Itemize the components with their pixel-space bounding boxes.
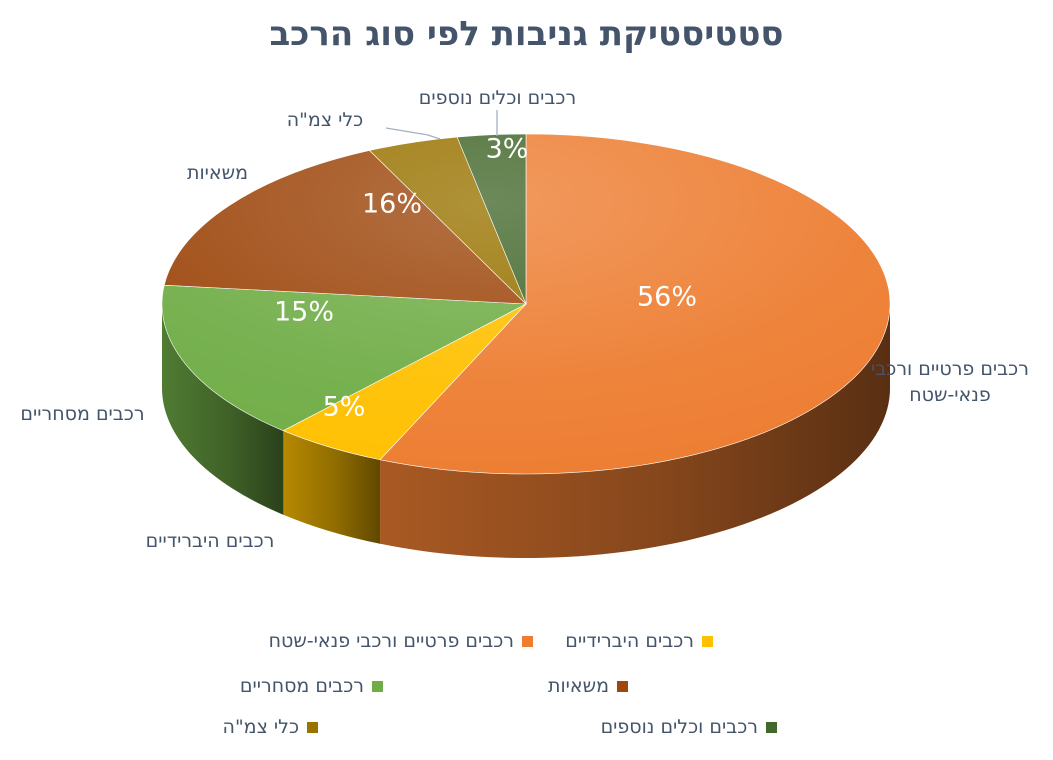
category-label-hybrid: רכבים היברידיים xyxy=(145,530,275,552)
legend-swatch xyxy=(766,721,777,733)
pie-top-shine xyxy=(162,134,890,474)
leader-line-heavy xyxy=(385,127,441,140)
legend-item-private: רכבים פרטיים ורכבי פנאי-שטח xyxy=(269,630,533,652)
legend-swatch xyxy=(307,721,318,733)
category-label-other: רכבים וכלים נוספים xyxy=(418,87,577,109)
data-label-2: 15% xyxy=(274,297,334,328)
category-label-commercial: רכבים מסחריים xyxy=(20,403,145,425)
legend-label: רכבים וכלים נוספים xyxy=(600,716,758,738)
category-label-trucks: משאיות xyxy=(187,162,248,184)
data-label-3: 16% xyxy=(362,189,422,220)
legend-label: רכבים היברידיים xyxy=(565,630,694,652)
legend-item-hybrid: רכבים היברידיים xyxy=(565,630,713,652)
category-label-heavy: כלי צמ"ה xyxy=(286,109,364,131)
legend-item-heavy: כלי צמ"ה xyxy=(223,716,318,738)
legend-item-commercial: רכבים מסחריים xyxy=(240,675,383,697)
pie-side-shade-1 xyxy=(283,430,381,544)
category-label-private: רכבים פרטיים ורכבי פנאי-שטח xyxy=(871,358,1029,406)
data-label-5: 3% xyxy=(486,134,529,165)
legend-label: כלי צמ"ה xyxy=(222,716,299,738)
legend-item-other: רכבים וכלים נוספים xyxy=(601,716,777,738)
legend-swatch xyxy=(617,680,628,692)
legend-swatch xyxy=(702,635,713,647)
chart-title: סטטיסטיקת גניבות לפי סוג הרכב xyxy=(269,14,784,54)
legend-label: רכבים מסחריים xyxy=(239,675,364,697)
data-label-0: 56% xyxy=(637,282,697,313)
legend-label: משאיות xyxy=(548,675,609,697)
legend-label: רכבים פרטיים ורכבי פנאי-שטח xyxy=(268,630,514,652)
legend-item-trucks: משאיות xyxy=(548,675,628,697)
pie-side-shade-0 xyxy=(380,304,890,559)
data-label-1: 5% xyxy=(323,392,366,423)
legend-swatch xyxy=(522,635,533,647)
legend-swatch xyxy=(372,680,383,692)
pie-side-shade-2 xyxy=(162,304,284,515)
